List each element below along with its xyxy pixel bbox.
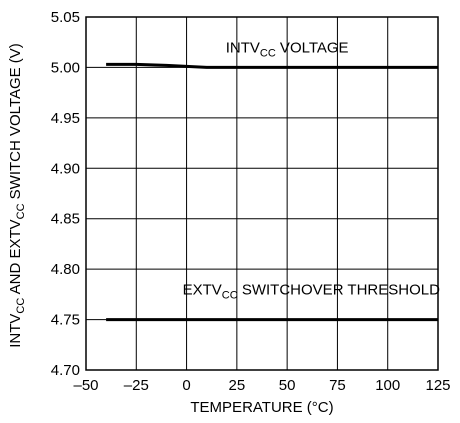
- label-text: SWITCH VOLTAGE (V): [7, 43, 24, 203]
- series-annotation: INTVCC VOLTAGE: [226, 39, 349, 59]
- subscript-text: CC: [15, 298, 27, 314]
- label-text: AND EXTV: [7, 219, 24, 297]
- series-line: [106, 62, 438, 69]
- series-annotation: EXTVCC SWITCHOVER THRESHOLD: [183, 281, 440, 301]
- y-tick-label: 5.00: [51, 59, 80, 76]
- y-tick-label: 5.05: [51, 9, 80, 26]
- label-text: INTV: [226, 39, 260, 56]
- x-tick-label: 25: [229, 377, 246, 394]
- x-tick-label: 125: [425, 377, 450, 394]
- label-text: VOLTAGE: [276, 39, 349, 56]
- x-tick-label: 100: [375, 377, 400, 394]
- y-tick-label: 4.95: [51, 110, 80, 127]
- x-axis-ticks: –50 –25 0 25 50 75 100 125: [73, 377, 450, 394]
- y-tick-label: 4.85: [51, 211, 80, 228]
- x-axis-label: TEMPERATURE (°C): [190, 399, 333, 416]
- x-tick-label: 50: [279, 377, 296, 394]
- y-axis-ticks: 4.70 4.75 4.80 4.85 4.90 4.95 5.00 5.05: [51, 9, 80, 379]
- label-text: INTV: [7, 314, 24, 348]
- y-tick-label: 4.90: [51, 160, 80, 177]
- x-tick-label: 75: [329, 377, 346, 394]
- subscript-text: CC: [15, 203, 27, 219]
- subscript-text: CC: [222, 289, 238, 301]
- series-group: [106, 62, 438, 322]
- plot-frame: [85, 16, 439, 371]
- label-text: EXTV: [183, 281, 222, 298]
- grid: [85, 16, 439, 371]
- subscript-text: CC: [260, 47, 276, 59]
- x-tick-label: –25: [124, 377, 149, 394]
- x-tick-label: –50: [73, 377, 98, 394]
- y-tick-label: 4.80: [51, 261, 80, 278]
- y-tick-label: 4.75: [51, 312, 80, 329]
- label-text: SWITCHOVER THRESHOLD: [238, 281, 440, 298]
- x-tick-label: 0: [182, 377, 190, 394]
- y-tick-label: 4.70: [51, 362, 80, 379]
- y-axis-label: INTVCC AND EXTVCC SWITCH VOLTAGE (V): [7, 43, 27, 348]
